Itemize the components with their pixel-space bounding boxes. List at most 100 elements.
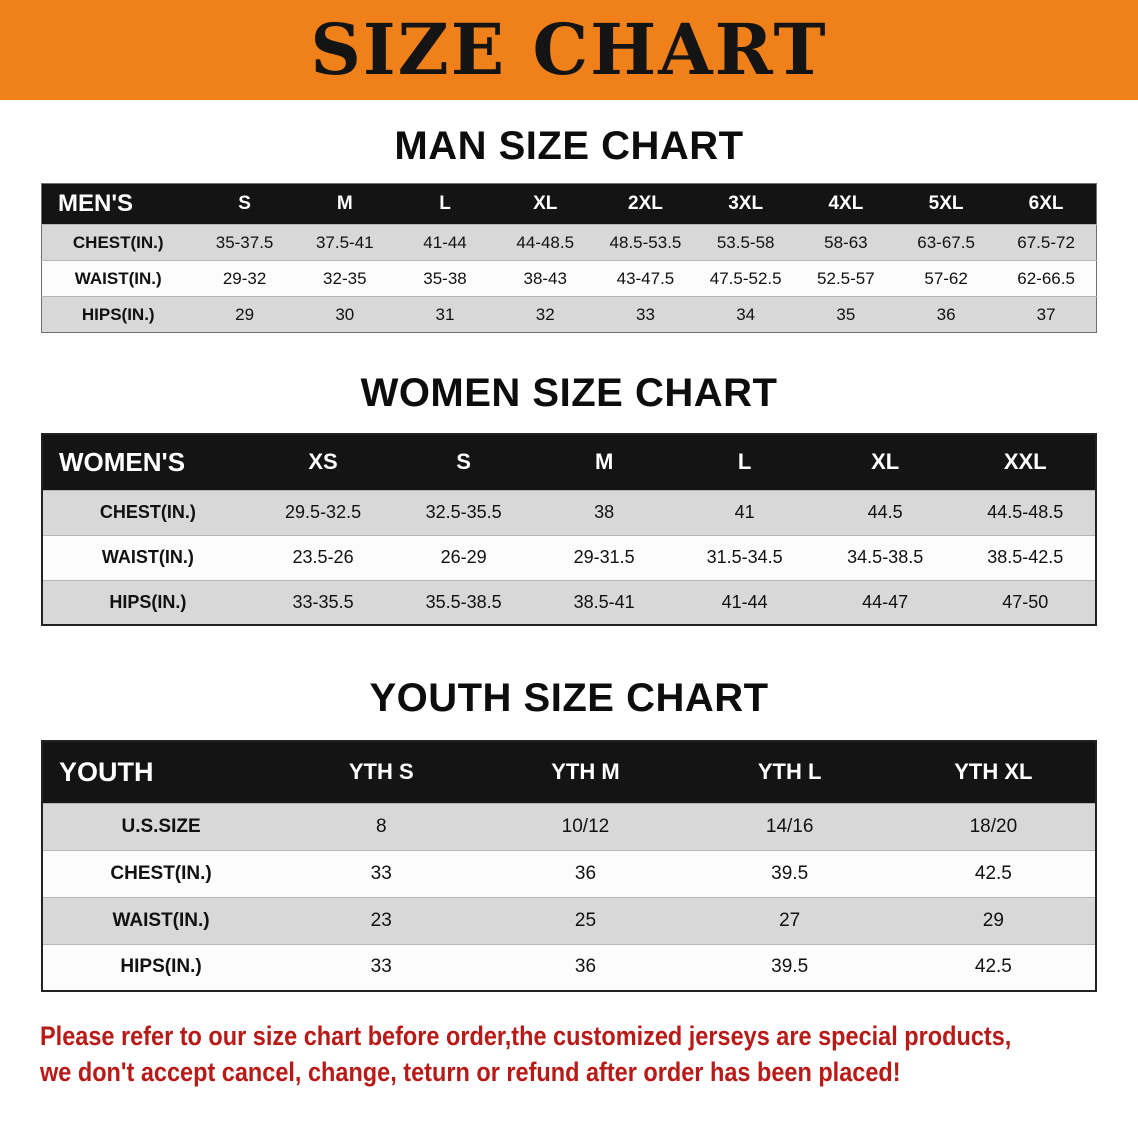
disclaimer: Please refer to our size chart before or… <box>40 1018 1098 1091</box>
size-value: 62-66.5 <box>996 260 1097 297</box>
size-value: 41-44 <box>674 579 815 625</box>
size-column-header: XL <box>495 183 596 225</box>
table-row: CHEST(IN.) 33 36 39.5 42.5 <box>42 849 1096 897</box>
size-column-header: M <box>294 183 395 225</box>
size-value: 53.5-58 <box>695 224 796 261</box>
size-value: 31.5-34.5 <box>674 534 815 580</box>
size-value: 44.5 <box>814 489 956 535</box>
table-header-row: WOMEN'S XS S M L XL XXL <box>42 434 1096 490</box>
size-value: 29-31.5 <box>533 534 675 580</box>
size-column-header: 4XL <box>795 183 896 225</box>
size-value: 63-67.5 <box>896 224 997 261</box>
size-value: 29 <box>891 896 1096 944</box>
row-label: WAIST(IN.) <box>41 260 195 297</box>
size-value: 33 <box>279 849 484 897</box>
size-value: 29 <box>194 296 295 333</box>
size-value: 33 <box>595 296 696 333</box>
size-value: 33 <box>279 943 484 991</box>
size-value: 34 <box>695 296 796 333</box>
size-value: 41-44 <box>394 224 496 261</box>
row-label: WAIST(IN.) <box>42 896 280 944</box>
section-men: MAN SIZE CHART MEN'S S M L XL 2XL 3XL 4XL 5XL 6XL… <box>0 124 1138 333</box>
size-value: 34.5-38.5 <box>814 534 956 580</box>
size-value: 35-37.5 <box>194 224 295 261</box>
size-value: 38-43 <box>495 260 596 297</box>
size-value: 67.5-72 <box>996 224 1097 261</box>
disclaimer-line-1: Please refer to our size chart before or… <box>40 1021 1012 1051</box>
size-value: 30 <box>294 296 395 333</box>
women-size-table-container: WOMEN'S XS S M L XL XXL CHEST(IN.) 29.5-32.5 32.5… <box>41 433 1097 626</box>
size-value: 23 <box>279 896 484 944</box>
row-label: WAIST(IN.) <box>42 534 253 580</box>
size-value: 39.5 <box>687 849 892 897</box>
row-label: CHEST(IN.) <box>42 849 280 897</box>
table-row: CHEST(IN.) 35-37.5 37.5-41 41-44 44-48.5 48.5… <box>41 224 1097 261</box>
size-column-header: YTH L <box>687 741 892 803</box>
women-size-table: WOMEN'S XS S M L XL XXL CHEST(IN.) 29.5-32.5 32.5… <box>41 433 1097 626</box>
table-row: WAIST(IN.) 23.5-26 26-29 29-31.5 31.5-34.5 34… <box>42 534 1096 580</box>
size-value: 23.5-26 <box>252 534 394 580</box>
size-value: 32.5-35.5 <box>393 489 534 535</box>
size-value: 37.5-41 <box>294 224 395 261</box>
size-value: 10/12 <box>483 802 688 850</box>
women-chart-heading: WOMEN SIZE CHART <box>360 371 778 415</box>
size-value: 52.5-57 <box>795 260 896 297</box>
row-label: HIPS(IN.) <box>42 579 253 625</box>
size-value: 42.5 <box>891 943 1096 991</box>
table-title-cell: MEN'S <box>41 183 195 225</box>
size-column-header: 2XL <box>595 183 696 225</box>
size-column-header: L <box>394 183 496 225</box>
size-column-header: XS <box>252 434 394 490</box>
size-value: 57-62 <box>896 260 997 297</box>
size-value: 38.5-42.5 <box>955 534 1096 580</box>
size-value: 41 <box>674 489 815 535</box>
size-value: 31 <box>394 296 496 333</box>
size-column-header: 3XL <box>695 183 796 225</box>
row-label: HIPS(IN.) <box>42 943 280 991</box>
size-value: 8 <box>279 802 484 850</box>
size-column-header: XXL <box>955 434 1096 490</box>
size-value: 25 <box>483 896 688 944</box>
size-value: 36 <box>896 296 997 333</box>
size-value: 44-47 <box>814 579 956 625</box>
size-value: 44-48.5 <box>495 224 596 261</box>
page-title: SIZE CHART <box>310 8 828 91</box>
size-value: 47-50 <box>955 579 1096 625</box>
size-column-header: XL <box>814 434 956 490</box>
size-value: 48.5-53.5 <box>595 224 696 261</box>
size-value: 32 <box>495 296 596 333</box>
size-column-header: M <box>533 434 675 490</box>
size-value: 18/20 <box>891 802 1096 850</box>
table-header-row: MEN'S S M L XL 2XL 3XL 4XL 5XL 6XL <box>41 183 1097 225</box>
men-chart-heading: MAN SIZE CHART <box>394 124 744 168</box>
table-row: CHEST(IN.) 29.5-32.5 32.5-35.5 38 41 44.5 44.5… <box>42 489 1096 535</box>
size-value: 44.5-48.5 <box>955 489 1096 535</box>
size-value: 38.5-41 <box>533 579 675 625</box>
row-label: CHEST(IN.) <box>42 489 253 535</box>
youth-chart-heading: YOUTH SIZE CHART <box>369 676 769 720</box>
size-value: 58-63 <box>795 224 896 261</box>
youth-size-table: YOUTH YTH S YTH M YTH L YTH XL U.S.SIZE 8 10/12… <box>41 740 1097 992</box>
table-title-cell: WOMEN'S <box>42 434 253 490</box>
size-value: 29-32 <box>194 260 295 297</box>
table-row: HIPS(IN.) 33 36 39.5 42.5 <box>42 943 1096 991</box>
men-size-table: MEN'S S M L XL 2XL 3XL 4XL 5XL 6XL CHEST(IN.) 35-37… <box>41 183 1097 333</box>
row-label: HIPS(IN.) <box>41 296 195 333</box>
table-row: HIPS(IN.) 29 30 31 32 33 34 35 36 37 <box>41 296 1097 333</box>
table-row: WAIST(IN.) 23 25 27 29 <box>42 896 1096 944</box>
table-row: WAIST(IN.) 29-32 32-35 35-38 38-43 43-47.5 47.… <box>41 260 1097 297</box>
size-column-header: YTH M <box>483 741 688 803</box>
size-value: 29.5-32.5 <box>252 489 394 535</box>
section-youth: YOUTH SIZE CHART YOUTH YTH S YTH M YTH L YTH… <box>0 676 1138 992</box>
size-column-header: L <box>674 434 815 490</box>
banner: SIZE CHART <box>0 0 1138 100</box>
size-column-header: YTH XL <box>891 741 1096 803</box>
size-value: 35 <box>795 296 896 333</box>
disclaimer-line-2: we don't accept cancel, change, teturn o… <box>40 1057 901 1088</box>
size-value: 26-29 <box>393 534 534 580</box>
size-value: 42.5 <box>891 849 1096 897</box>
size-value: 36 <box>483 849 688 897</box>
row-label: U.S.SIZE <box>42 802 280 850</box>
size-value: 39.5 <box>687 943 892 991</box>
